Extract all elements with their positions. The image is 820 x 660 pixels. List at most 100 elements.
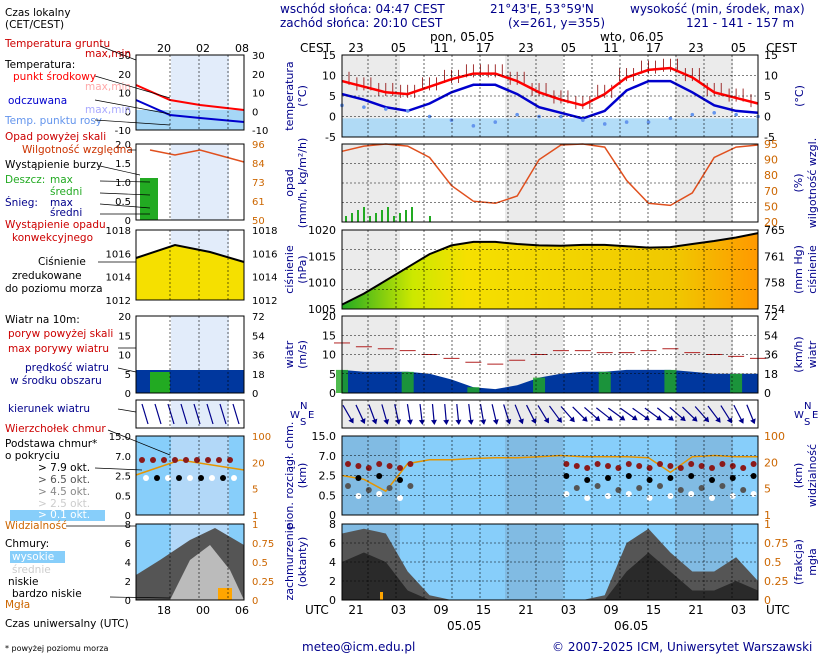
cloud-base-dot <box>750 491 757 497</box>
legend-hum-tick: 50 <box>252 216 265 227</box>
compass-left-W: W <box>290 410 300 421</box>
legend-text-24: Wiatr na 10m: <box>5 314 80 326</box>
top-hour: 05 <box>391 41 406 55</box>
humidity-tick: 80 <box>764 169 778 182</box>
day1-label: pon, 05.05 <box>430 30 495 44</box>
legend-cloudbase-dot <box>183 457 189 463</box>
pressure-line <box>341 232 759 306</box>
panel-dir-frame <box>341 399 759 429</box>
top-hour: 23 <box>348 41 363 55</box>
wind-kmh-tick: 0 <box>764 387 771 400</box>
legend-hum-tick: 96 <box>252 140 265 151</box>
legend-cloud-mid <box>170 545 244 600</box>
cloud-base-dot <box>740 465 747 471</box>
fog-tick: 0.25 <box>764 575 789 588</box>
legend-text-31: Podstawa chmur* <box>5 438 97 450</box>
legend-cloudbase-dot <box>139 457 145 463</box>
cloud-tick: 6 <box>329 537 336 550</box>
humidity-tick: 95 <box>764 138 778 151</box>
legend-cloudbase-dot2 <box>198 475 204 481</box>
legend-text-8: max,min <box>85 104 131 116</box>
wind-arrow-head <box>467 419 474 425</box>
legend-press-tick: 1012 <box>106 296 131 307</box>
temp-tick-left: 0 <box>329 111 336 124</box>
legend-humidity <box>149 149 245 163</box>
wind-arrow-head <box>569 416 575 423</box>
dewpoint-dot <box>646 120 651 124</box>
cloud-base-dot <box>584 495 591 501</box>
temp-tick-left: 15 <box>322 49 336 62</box>
legend-cl-tick: 4 <box>125 558 131 569</box>
precip-unit-left: (mm/h, kg/m²/h) <box>296 138 309 229</box>
cloud-base-dot <box>355 475 362 481</box>
humidity-tick: 50 <box>764 200 778 213</box>
legend-wind-arrow <box>180 403 188 425</box>
wind-arrow-head <box>543 417 549 424</box>
cloudbase-label-left: pion. rozciągł. chm. <box>283 422 296 530</box>
wind-arrow <box>548 405 562 423</box>
legend-text-35: > 4.5 okt. <box>38 486 90 498</box>
cloud-base-dot <box>646 477 653 483</box>
wind-arrow <box>560 406 575 423</box>
wind-arrow-head <box>738 417 744 424</box>
cloud-base-dot <box>365 487 372 493</box>
legend-press-tick: 1016 <box>106 249 131 260</box>
legend-cl-tick: 2 <box>125 577 131 588</box>
pressure-label-left: ciśnienie <box>283 245 296 294</box>
pressure-mm-tick: 754 <box>764 303 785 316</box>
legend-text-10: Opad powyżej skali <box>5 131 106 143</box>
legend-text-13: Deszcz: <box>5 174 45 186</box>
cloud-base-dot <box>615 465 622 471</box>
wind-arrow-head <box>395 419 401 425</box>
cloud-base-dot <box>667 475 674 481</box>
legend-text-7: odczuwana <box>8 95 67 107</box>
legend-press-tick-r: 1016 <box>252 249 277 260</box>
legend-text-45: Czas uniwersalny (UTC) <box>5 618 129 630</box>
wind-arrow <box>644 407 662 421</box>
legend-hum-tick: 73 <box>252 178 265 189</box>
top-hour: 05 <box>561 41 576 55</box>
wind-arrow-head <box>418 419 425 425</box>
contact-email[interactable]: meteo@icm.edu.pl <box>302 640 416 654</box>
panel-prec-frame <box>341 143 759 223</box>
wind-arrow-head <box>619 415 626 421</box>
wind-arrow-head <box>750 418 756 425</box>
visibility-tick: 1 <box>764 509 771 522</box>
wind-speed-green <box>730 373 743 393</box>
cloud-base-dot <box>376 461 383 467</box>
legend-wind-arrow <box>232 403 240 425</box>
legend-text-0: Czas lokalny <box>5 7 71 19</box>
legend-precip-tick: 1.5 <box>115 159 131 170</box>
legend-text-30: Wierzchołek chmur <box>5 423 106 435</box>
compass-right-W: W <box>794 410 804 421</box>
temp-tick-right: 0 <box>764 111 771 124</box>
wind-arrow-head <box>443 419 450 425</box>
temp-perceived-line <box>341 79 759 120</box>
wind-arrow-head <box>556 417 562 423</box>
temp-unit-right: (°C) <box>793 85 806 107</box>
legend-temp-tick-r: 20 <box>252 70 265 81</box>
cloud-base-dot <box>698 485 705 491</box>
legend-text-15: średni <box>50 186 82 198</box>
cloud-base-dot <box>355 463 362 469</box>
legend-bottom-hour: 18 <box>157 604 171 617</box>
cloud-base-dot <box>397 465 403 471</box>
legend-temp-tick-r: 10 <box>252 89 265 100</box>
pressure-tick: 1010 <box>308 277 336 290</box>
wind-arrow <box>620 407 638 421</box>
legend-cloudbase-dot2 <box>220 475 226 481</box>
cloudbase-tick: 15.0 <box>312 430 337 443</box>
legend-cb-tick: 0 <box>125 511 131 522</box>
dewpoint-dot <box>449 118 454 123</box>
wind-unit-left: (m/s) <box>296 340 309 369</box>
cloud-base-dot <box>376 491 383 497</box>
legend-cloudbase-dot <box>227 457 233 463</box>
legend-text-12: Wystąpienie burzy <box>5 159 102 171</box>
date2-label: 06.05 <box>614 619 648 633</box>
wind-arrow <box>479 404 487 425</box>
wind-arrow-head <box>383 418 390 425</box>
fog-tick: 0 <box>764 594 771 607</box>
wind-arrow <box>430 403 437 425</box>
legend-wind-frame <box>135 315 245 394</box>
